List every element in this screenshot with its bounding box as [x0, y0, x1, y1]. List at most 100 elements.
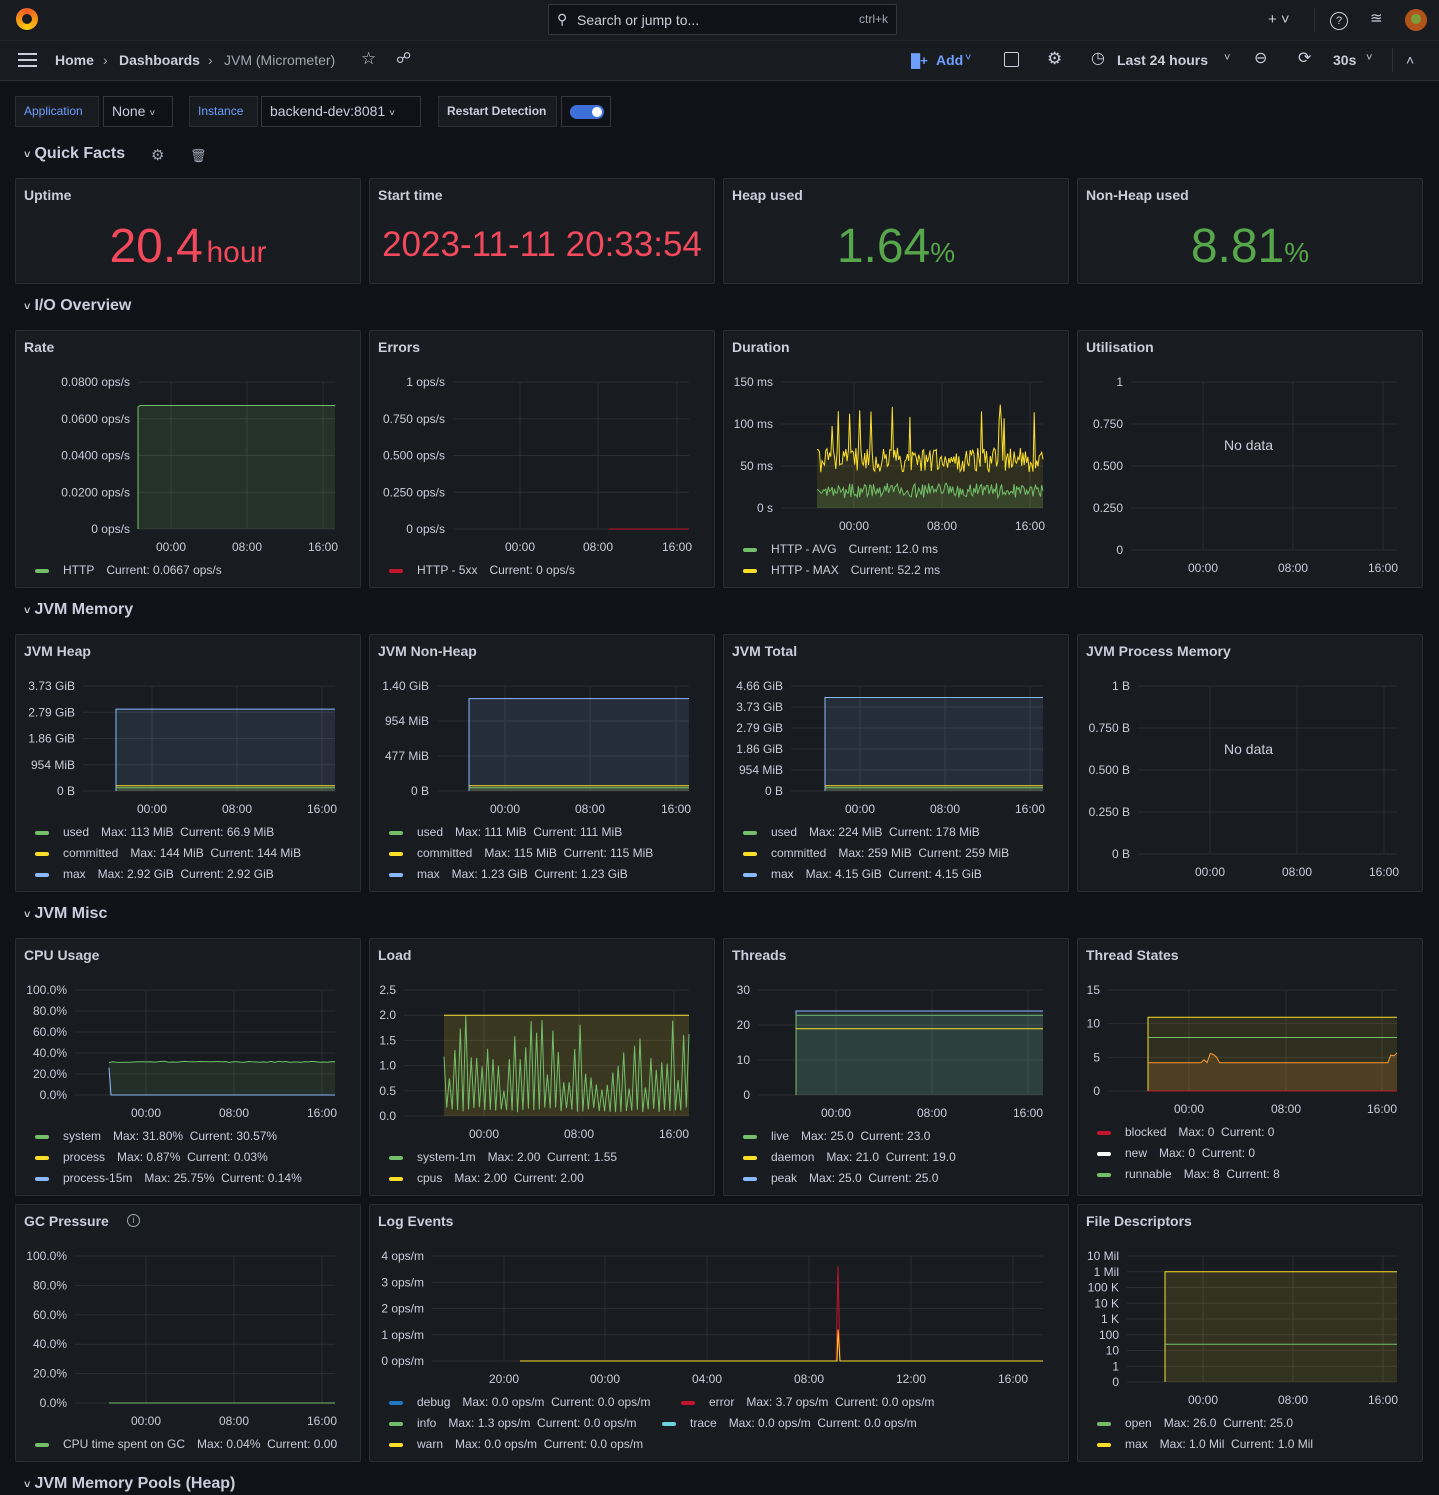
row-jvm-memory[interactable]: ˅ JVM Memory: [24, 601, 133, 619]
legend-item[interactable]: committed Max: 115 MiB Current: 115 MiB: [379, 846, 653, 860]
legend-item[interactable]: HTTP - AVG Current: 12.0 ms: [733, 542, 938, 556]
legend-swatch: [35, 1176, 49, 1181]
legend-item[interactable]: HTTP Current: 0.0667 ops/s: [25, 563, 222, 577]
legend-item[interactable]: process Max: 0.87% Current: 0.03%: [25, 1150, 268, 1164]
zoom-out-icon[interactable]: ⊖: [1254, 50, 1268, 67]
legend-item[interactable]: peak Max: 25.0 Current: 25.0: [733, 1171, 938, 1185]
legend-item[interactable]: daemon Max: 21.0 Current: 19.0: [733, 1150, 956, 1164]
legend-item[interactable]: committed Max: 144 MiB Current: 144 MiB: [25, 846, 301, 860]
panel-non-heap-used[interactable]: Non-Heap used 8.81%: [1077, 178, 1423, 284]
y-tick-label: 0.0800 ops/s: [61, 375, 130, 389]
breadcrumb-home[interactable]: Home: [55, 52, 94, 68]
panel-threads[interactable]: Threads 30 20 10 0 00:00 08:00 16:00 live Max: 25…: [723, 938, 1069, 1196]
legend-item[interactable]: committed Max: 259 MiB Current: 259 MiB: [733, 846, 1009, 860]
news-rss-icon[interactable]: ≊: [1370, 10, 1383, 27]
x-tick-label: 00:00: [490, 802, 520, 816]
legend-item[interactable]: used Max: 113 MiB Current: 66.9 MiB: [25, 825, 274, 839]
chevron-down-icon: ˅: [1366, 52, 1373, 64]
legend-item[interactable]: used Max: 224 MiB Current: 178 MiB: [733, 825, 980, 839]
y-tick-label: 10: [1106, 1344, 1120, 1358]
legend-item[interactable]: warn Max: 0.0 ops/m Current: 0.0 ops/m: [379, 1437, 643, 1451]
panel-duration[interactable]: Duration 150 ms 100 ms 50 ms 0 s 00:00 08:00 16…: [723, 330, 1069, 588]
panel-errors[interactable]: Errors 1 ops/s 0.750 ops/s 0.500 ops/s 0.250…: [369, 330, 715, 588]
panel-total[interactable]: JVM Total 4.66 GiB 3.73 GiB 2.79 GiB 1.86 Gi…: [723, 634, 1069, 892]
legend-item[interactable]: process-15m Max: 25.75% Current: 0.14%: [25, 1171, 302, 1185]
panel-load[interactable]: Load 2.5 2.0 1.5 1.0 0.5 0.0 00:00 08:00 16:00 sys…: [369, 938, 715, 1196]
legend-item[interactable]: HTTP - 5xx Current: 0 ops/s: [379, 563, 575, 577]
row-jvm-misc[interactable]: ˅ JVM Misc: [24, 905, 107, 923]
refresh-icon[interactable]: ⟳: [1298, 50, 1312, 67]
variable-select-application[interactable]: None ˅: [103, 96, 173, 127]
gear-icon[interactable]: ⚙: [1047, 49, 1063, 68]
legend-item[interactable]: open Max: 26.0 Current: 25.0: [1087, 1416, 1293, 1430]
panel-fd[interactable]: File Descriptors 10 Mil 1 Mil 100 K 10 K 1 K 1…: [1077, 1204, 1423, 1462]
search-input[interactable]: ⚲ Search or jump to... ctrl+k: [548, 4, 897, 35]
info-icon[interactable]: i: [127, 1214, 140, 1227]
panel-nonheap[interactable]: JVM Non-Heap 1.40 GiB 954 MiB 477 MiB 0 B 00:…: [369, 634, 715, 892]
panel-rate[interactable]: Rate 0.0800 ops/s 0.0600 ops/s 0.0400 ops/s…: [15, 330, 361, 588]
series-http-line: [137, 405, 335, 529]
help-icon[interactable]: ?: [1330, 12, 1348, 30]
graph-total: 4.66 GiB 3.73 GiB 2.79 GiB 1.86 GiB 954 MiB 0…: [736, 679, 1045, 816]
legend-item[interactable]: max Max: 1.0 Mil Current: 1.0 Mil: [1087, 1437, 1313, 1451]
legend-item[interactable]: trace Max: 0.0 ops/m Current: 0.0 ops/m: [652, 1416, 917, 1430]
no-data-label: No data: [1224, 741, 1274, 757]
share-icon[interactable]: ☍: [396, 50, 412, 67]
legend-item[interactable]: max Max: 4.15 GiB Current: 4.15 GiB: [733, 867, 982, 881]
row-io-overview[interactable]: ˅ I/O Overview: [24, 297, 131, 315]
breadcrumb-dashboards[interactable]: Dashboards: [119, 52, 200, 68]
legend-item[interactable]: system-1m Max: 2.00 Current: 1.55: [379, 1150, 617, 1164]
grafana-logo-icon[interactable]: [16, 8, 38, 30]
chevron-up-icon[interactable]: ˄: [1406, 52, 1415, 68]
row-delete-trash-icon[interactable]: 🗑: [190, 148, 207, 163]
legend-item[interactable]: blocked Max: 0 Current: 0: [1087, 1125, 1274, 1139]
add-button[interactable]: Add: [936, 52, 964, 68]
new-plus-icon[interactable]: + ˅: [1268, 11, 1290, 28]
panel-uptime[interactable]: Uptime 20.4 hour: [15, 178, 361, 284]
legend-item[interactable]: new Max: 0 Current: 0: [1087, 1146, 1255, 1160]
save-icon[interactable]: [1004, 52, 1019, 67]
menu-icon[interactable]: [18, 53, 37, 55]
panel-util[interactable]: Utilisation 1 0.750 0.500 0.250 0 00:00 08:00 16…: [1077, 330, 1423, 588]
panel-tstates[interactable]: Thread States 15 10 5 0 00:00 08:00 16:00 blocke…: [1077, 938, 1423, 1196]
y-tick-label: 1.5: [379, 1033, 396, 1047]
legend-stats: Max: 0.0 ops/m Current: 0.0 ops/m: [455, 1437, 644, 1451]
legend-item[interactable]: max Max: 2.92 GiB Current: 2.92 GiB: [25, 867, 274, 881]
row-jvm-memory-pools[interactable]: ˅ JVM Memory Pools (Heap): [24, 1475, 235, 1493]
legend-item[interactable]: system Max: 31.80% Current: 30.57%: [25, 1129, 277, 1143]
legend-item[interactable]: cpus Max: 2.00 Current: 2.00: [379, 1171, 584, 1185]
legend-item[interactable]: CPU time spent on GC Max: 0.04% Current: …: [25, 1437, 337, 1451]
legend-item[interactable]: HTTP - MAX Current: 52.2 ms: [733, 563, 940, 577]
panel-cpu[interactable]: CPU Usage 100.0% 80.0% 60.0% 40.0% 20.0% 0.0% 0…: [15, 938, 361, 1196]
x-tick-label: 00:00: [839, 519, 869, 533]
row-quick-facts[interactable]: ˅ Quick Facts: [24, 145, 125, 163]
legend-item[interactable]: info Max: 1.3 ops/m Current: 0.0 ops/m: [379, 1416, 636, 1430]
legend-item[interactable]: max Max: 1.23 GiB Current: 1.23 GiB: [379, 867, 628, 881]
legend-item[interactable]: used Max: 111 MiB Current: 111 MiB: [379, 825, 622, 839]
y-tick-label: 0.500 ops/s: [383, 449, 445, 463]
legend-series-name: process-15m: [63, 1171, 133, 1185]
legend-stats: Max: 8 Current: 8: [1183, 1167, 1280, 1181]
refresh-interval-picker[interactable]: 30s: [1333, 52, 1357, 68]
time-range-picker[interactable]: Last 24 hours: [1117, 52, 1209, 68]
user-avatar[interactable]: [1405, 9, 1427, 31]
y-tick-label: 0.0: [379, 1109, 396, 1123]
panel-heap[interactable]: JVM Heap 3.73 GiB 2.79 GiB 1.86 GiB 954 MiB 0…: [15, 634, 361, 892]
panel-process[interactable]: JVM Process Memory 1 B 0.750 B 0.500 B 0.250…: [1077, 634, 1423, 892]
y-tick-label: 0.500: [1093, 459, 1123, 473]
variable-select-instance[interactable]: backend-dev:8081 ˅: [261, 96, 421, 127]
restart-detection-toggle[interactable]: [561, 96, 611, 127]
legend-item[interactable]: live Max: 25.0 Current: 23.0: [733, 1129, 930, 1143]
series-total-line: [1147, 1016, 1397, 1091]
legend-item[interactable]: error Max: 3.7 ops/m Current: 0.0 ops/m: [671, 1395, 934, 1409]
panel-heap-used[interactable]: Heap used 1.64%: [723, 178, 1069, 284]
legend-item[interactable]: runnable Max: 8 Current: 8: [1087, 1167, 1280, 1181]
row-title: Quick Facts: [34, 145, 126, 162]
chevron-down-icon: ˅: [389, 108, 395, 119]
panel-log[interactable]: Log Events 4 ops/m 3 ops/m 2 ops/m 1 ops/m 0 …: [369, 1204, 1069, 1462]
row-settings-gear-icon[interactable]: ⚙: [151, 147, 165, 164]
legend-item[interactable]: debug Max: 0.0 ops/m Current: 0.0 ops/m: [379, 1395, 650, 1409]
panel-start-time[interactable]: Start time 2023-11-11 20:33:54: [369, 178, 715, 284]
panel-gc[interactable]: GC Pressure i 100.0% 80.0% 60.0% 40.0% 20.0% 0.…: [15, 1204, 361, 1462]
star-icon[interactable]: ☆: [361, 49, 377, 68]
